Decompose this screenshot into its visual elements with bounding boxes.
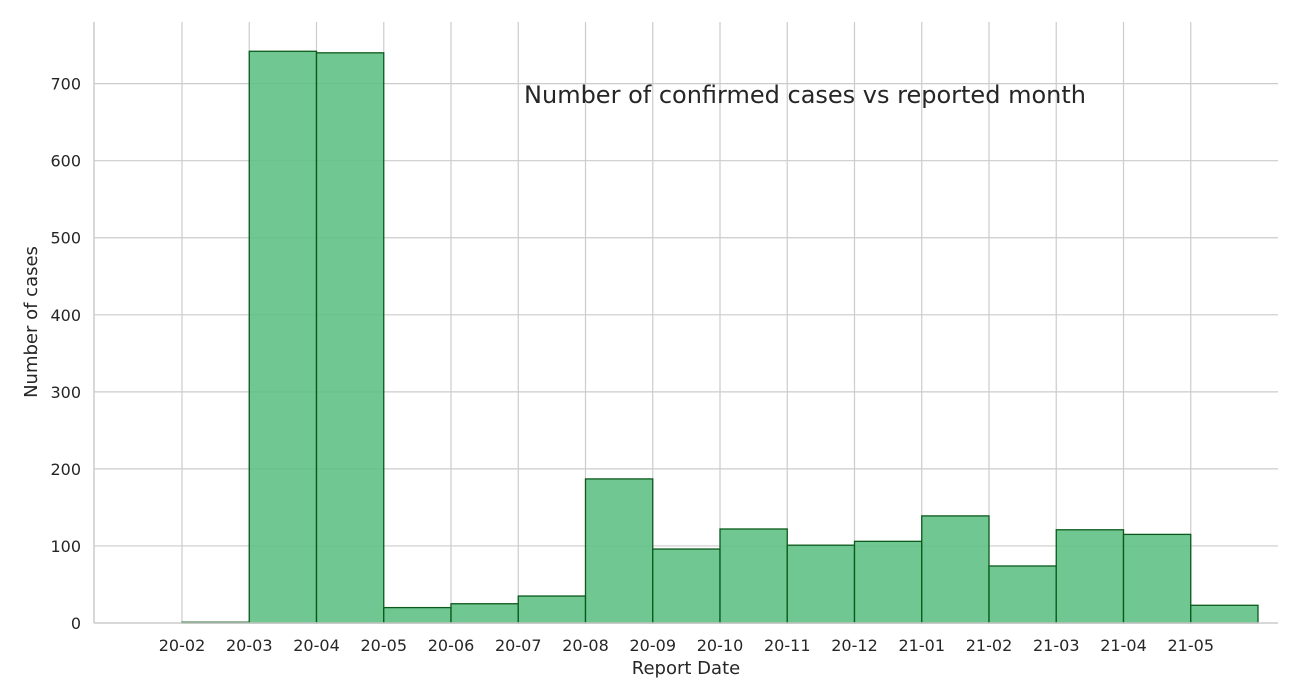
- bar-20-09: [652, 548, 721, 624]
- x-tick-label: 20-05: [361, 636, 408, 655]
- axes: [93, 22, 1278, 624]
- y-tick-label: 300: [50, 383, 81, 402]
- y-tick-label: 200: [50, 460, 81, 479]
- x-tick-label: 20-02: [159, 636, 206, 655]
- y-tick-label: 500: [50, 229, 81, 248]
- x-tick-label: 20-08: [562, 636, 609, 655]
- bar-20-07: [517, 595, 587, 624]
- y-tick-label: 700: [50, 75, 81, 94]
- bar-21-02: [988, 565, 1057, 624]
- y-tick-label: 0: [71, 614, 81, 633]
- x-tick-label: 20-06: [428, 636, 475, 655]
- x-tick-label: 20-07: [495, 636, 542, 655]
- bar-20-03: [248, 50, 318, 624]
- chart-title: Number of confirmed cases vs reported mo…: [524, 81, 1086, 109]
- x-tick-label: 20-03: [226, 636, 273, 655]
- bar-20-12: [853, 540, 923, 624]
- bar-21-03: [1055, 529, 1125, 624]
- y-tick-label: 600: [50, 152, 81, 171]
- x-tick-label: 20-11: [764, 636, 811, 655]
- x-tick-label: 21-04: [1100, 636, 1147, 655]
- x-tick-label: 20-12: [831, 636, 878, 655]
- x-axis-label: Report Date: [632, 658, 740, 679]
- x-tick-label: 21-02: [966, 636, 1013, 655]
- y-tick-label: 100: [50, 537, 81, 556]
- x-tick-labels: 20-02 20-03 20-04 20-05 20-06 20-07 20-08 20-09…: [159, 636, 1214, 655]
- y-tick-labels: 0 100 200 300 400 500 600 700: [50, 75, 81, 633]
- bar-21-04: [1122, 533, 1192, 624]
- y-tick-label: 400: [50, 306, 81, 325]
- bar-21-05: [1190, 604, 1259, 624]
- bars: [181, 50, 1259, 624]
- bar-20-05: [383, 606, 452, 624]
- x-tick-label: 20-04: [293, 636, 340, 655]
- bar-20-11: [786, 544, 856, 624]
- x-tick-label: 21-05: [1168, 636, 1215, 655]
- bar-21-01: [921, 515, 990, 624]
- bar-20-06: [450, 603, 519, 624]
- y-axis-label: Number of cases: [21, 246, 42, 398]
- x-tick-label: 20-09: [630, 636, 677, 655]
- bar-20-04: [315, 52, 385, 624]
- x-tick-label: 21-03: [1033, 636, 1080, 655]
- bar-20-10: [719, 528, 788, 624]
- x-tick-label: 21-01: [899, 636, 946, 655]
- bar-20-08: [584, 478, 654, 624]
- x-tick-label: 20-10: [697, 636, 744, 655]
